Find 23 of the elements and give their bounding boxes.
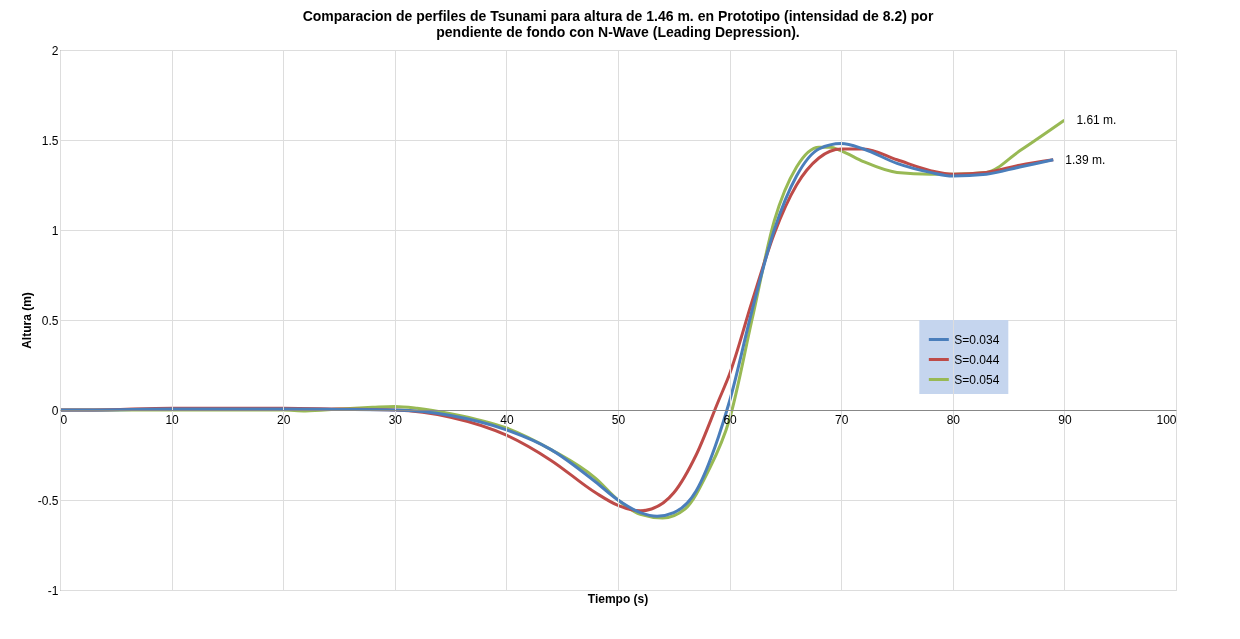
legend-label: S=0.054 [954, 372, 1000, 387]
y-tick-label: 2 [51, 43, 59, 58]
y-tick-label: 1 [51, 223, 59, 238]
annotation: 1.39 m. [1065, 152, 1106, 167]
x-tick-label: 70 [835, 412, 849, 427]
y-axis-title: Altura (m) [19, 292, 34, 349]
y-tick-label: -0.5 [37, 493, 59, 508]
annotation: 1.61 m. [1076, 113, 1117, 128]
x-tick-label: 50 [611, 412, 626, 427]
x-tick-label: 10 [165, 412, 180, 427]
y-tick-label: -1 [47, 583, 59, 598]
chart-title: Comparacion de perfiles de Tsunami para altura de 1.46 m. en Prototipo (intensidad de 8.2) por pendiente de fondo con N-Wave (Leading Depression). [302, 8, 934, 40]
x-tick-label: 90 [1058, 412, 1072, 427]
x-tick-label: 100 [1156, 412, 1177, 427]
legend-label: S=0.034 [954, 332, 1000, 347]
y-tick-label: 0.5 [41, 313, 59, 328]
y-tick-label: 1.5 [41, 133, 59, 148]
x-axis-title: Tiempo (s) [587, 592, 649, 606]
legend-label: S=0.044 [954, 352, 1000, 367]
x-tick-label: 80 [946, 412, 961, 427]
x-tick-label: 40 [500, 412, 514, 427]
x-tick-label: 20 [277, 412, 291, 427]
x-tick-label: 30 [388, 412, 403, 427]
